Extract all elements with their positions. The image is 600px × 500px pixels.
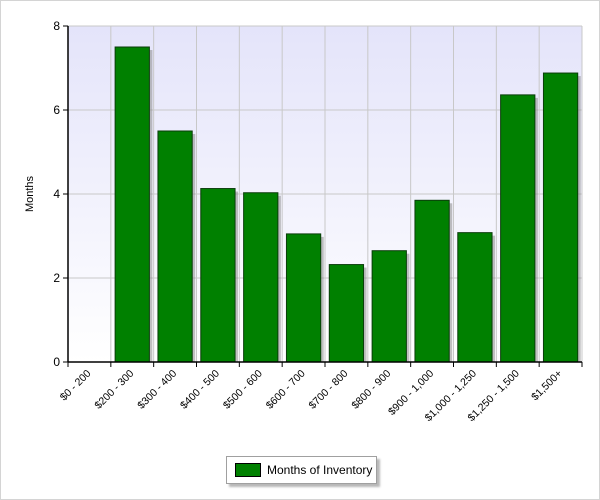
x-tick-label: $700 - 800	[307, 368, 351, 412]
x-tick-label: $400 - 500	[178, 368, 222, 412]
bars	[114, 46, 581, 363]
bar	[157, 130, 193, 363]
legend-label: Months of Inventory	[267, 463, 373, 477]
bar	[500, 94, 536, 363]
x-tick-label: $300 - 400	[135, 368, 179, 412]
bar	[285, 233, 322, 363]
y-tick-label: 0	[53, 355, 60, 369]
x-tick-label: $800 - 900	[349, 368, 393, 412]
legend-swatch	[235, 463, 261, 477]
x-tick-label: $1,500+	[529, 368, 565, 404]
y-tick-label: 6	[53, 103, 60, 117]
y-tick-label: 4	[53, 187, 60, 201]
axes	[63, 25, 583, 367]
bar	[457, 232, 493, 363]
x-tick-label: $600 - 700	[264, 368, 308, 412]
bar	[328, 264, 365, 363]
bar	[114, 46, 150, 363]
bar	[371, 250, 407, 363]
bar	[200, 188, 236, 363]
x-tick-label: $0 - 200	[58, 368, 94, 404]
legend: Months of Inventory	[226, 456, 377, 484]
y-axis-title: Months	[24, 175, 36, 212]
bar	[414, 199, 450, 363]
y-tick-label: 2	[53, 271, 60, 285]
x-tick-label: $500 - 600	[221, 368, 265, 412]
bar	[243, 192, 279, 363]
bar	[542, 72, 579, 363]
grid-lines	[68, 25, 583, 362]
x-tick-label: $200 - 300	[92, 368, 136, 412]
y-tick-label: 8	[53, 19, 60, 33]
